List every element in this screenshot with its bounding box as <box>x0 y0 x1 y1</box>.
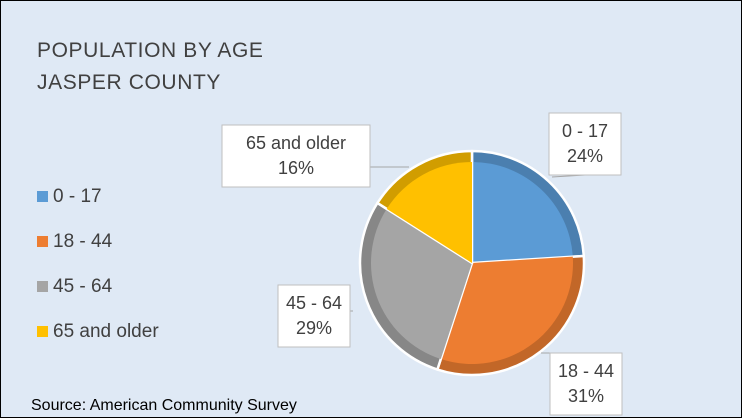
pie-slice-18-44-face <box>440 256 573 365</box>
pie-slice-0-17-face <box>472 162 573 263</box>
data-label-box-0-17 <box>548 112 622 176</box>
data-label-box-45-64 <box>277 284 351 348</box>
legend-swatch-0-17 <box>37 191 48 202</box>
legend-label-45-64: 45 - 64 <box>53 276 113 297</box>
source-note: Source: American Community Survey <box>31 397 297 414</box>
data-label-value-45-64: 29% <box>296 318 332 338</box>
data-label-value-65-and-older: 16% <box>278 158 314 178</box>
data-label-category-65-and-older: 65 and older <box>246 133 346 153</box>
legend-item-0-17: 0 - 17 <box>37 185 102 209</box>
pie-slice-45-64-face <box>371 208 472 360</box>
data-label-box-18-44 <box>549 352 623 416</box>
legend-label-65-and-older: 65 and older <box>53 321 159 342</box>
legend-swatch-45-64 <box>37 281 48 292</box>
data-label-category-45-64: 45 - 64 <box>286 293 342 313</box>
data-label-value-0-17: 24% <box>567 146 603 166</box>
legend-label-0-17: 0 - 17 <box>53 186 102 207</box>
data-label-category-18-44: 18 - 44 <box>558 361 614 381</box>
legend-item-18-44: 18 - 44 <box>37 230 112 254</box>
data-label-value-18-44: 31% <box>568 386 604 406</box>
pie-slice-65-and-older-face <box>386 162 472 263</box>
legend-swatch-65-and-older <box>37 326 48 337</box>
chart-subtitle: JASPER COUNTY <box>37 71 221 94</box>
legend-item-45-64: 45 - 64 <box>37 275 112 299</box>
data-label-category-0-17: 0 - 17 <box>562 121 608 141</box>
data-label-box-65-and-older <box>221 124 371 188</box>
legend-swatch-18-44 <box>37 236 48 247</box>
chart-title: POPULATION BY AGE <box>37 39 264 62</box>
legend-item-65-and-older: 65 and older <box>37 320 159 344</box>
legend-label-18-44: 18 - 44 <box>53 231 113 252</box>
